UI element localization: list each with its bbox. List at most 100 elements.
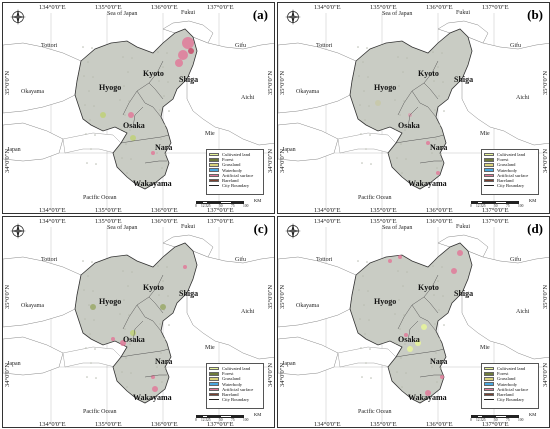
scale-tick-label: 50	[494, 204, 498, 208]
place-label-sea-of-japan: Sea of Japan	[382, 11, 413, 17]
prefecture-label-shiga: Shiga	[179, 289, 199, 298]
legend-item: City Boundary	[484, 397, 536, 402]
scale-tick-label: 12.5	[476, 204, 483, 208]
legend-label: Cultivated land	[222, 366, 251, 372]
place-label-fukui: Fukui	[456, 224, 471, 230]
place-label-japan: Japan	[7, 361, 21, 367]
legend-item: Bareland	[484, 392, 536, 397]
legend-label: Bareland	[497, 392, 514, 398]
map-legend: Cultivated land Forest Grassland Waterbody A…	[481, 149, 539, 195]
legend-swatch	[484, 377, 494, 381]
longitude-label: 134°0'0"E	[314, 218, 341, 225]
scale-tick-label: 12.5	[201, 204, 208, 208]
prefecture-label-shiga: Shiga	[454, 75, 474, 84]
legend-swatch	[484, 173, 494, 178]
map-panel-a: 134°0'0"E 134°0'0"E 135°0'0"E 135°0'0"E 136°…	[2, 2, 275, 214]
map-legend: Cultivated land Forest Grassland Waterbody A…	[206, 363, 264, 409]
north-arrow-icon	[10, 223, 26, 239]
place-label-okayama: Okayama	[296, 89, 319, 95]
panel-label: (b)	[527, 7, 543, 22]
prefecture-label-nara: Nara	[155, 357, 173, 366]
longitude-label: 134°0'0"E	[314, 421, 341, 428]
legend-swatch	[209, 382, 219, 386]
place-label-mie: Mie	[205, 131, 215, 137]
place-label-aichi: Aichi	[241, 95, 255, 101]
north-arrow-icon	[285, 9, 301, 25]
legend-swatch	[209, 152, 219, 157]
place-label-aichi: Aichi	[516, 309, 530, 315]
legend-swatch	[484, 399, 494, 401]
panel-label: (a)	[252, 7, 268, 22]
map-legend: Cultivated land Forest Grassland Waterbody A…	[206, 149, 264, 195]
scale-tick-label: 75	[506, 418, 510, 422]
legend-swatch	[209, 387, 219, 392]
scale-tick-label: 75	[506, 204, 510, 208]
place-label-mie: Mie	[205, 345, 215, 351]
place-label-fukui: Fukui	[181, 224, 196, 230]
longitude-label: 137°0'0"E	[482, 421, 509, 428]
prefecture-label-osaka: Osaka	[398, 335, 420, 344]
legend-label: Grassland	[222, 376, 241, 382]
legend-item: Cultivated land	[484, 366, 536, 371]
legend-item: Forest	[484, 371, 536, 376]
legend-item: Artificial surface	[484, 387, 536, 392]
legend-label: Bareland	[222, 178, 239, 184]
longitude-label: 134°0'0"E	[39, 4, 66, 11]
place-label-pacific-ocean: Pacific Ocean	[358, 409, 392, 415]
scale-unit-label: KM	[254, 412, 262, 417]
place-label-tottori: Tottori	[41, 257, 58, 263]
prefecture-label-wakayama: Wakayama	[133, 393, 172, 402]
prefecture-label-osaka: Osaka	[123, 121, 145, 130]
legend-swatch	[209, 377, 219, 381]
legend-swatch	[484, 185, 494, 187]
legend-label: City Boundary	[222, 397, 250, 403]
latitude-label: 34°0'0"N	[542, 148, 549, 173]
scale-tick-label: 25	[207, 418, 211, 422]
latitude-label: 34°0'0"N	[267, 362, 274, 387]
legend-item: Waterbody	[484, 382, 536, 387]
place-label-japan: Japan	[282, 147, 296, 153]
prefecture-label-osaka: Osaka	[398, 121, 420, 130]
legend-item: Waterbody	[484, 168, 536, 173]
map-panel-c: 134°0'0"E 134°0'0"E 135°0'0"E 135°0'0"E 136°…	[2, 216, 275, 428]
legend-label: Waterbody	[497, 381, 518, 387]
legend-item: Grassland	[484, 376, 536, 381]
place-label-gifu: Gifu	[235, 43, 246, 49]
prefecture-label-hyogo: Hyogo	[374, 83, 397, 92]
prefecture-label-hyogo: Hyogo	[99, 297, 122, 306]
north-arrow-icon	[285, 223, 301, 239]
scale-unit-label: KM	[529, 412, 537, 417]
longitude-label: 134°0'0"E	[39, 207, 66, 214]
scale-bar: 0 12.5 25 50 75 100 KM	[195, 198, 272, 211]
scale-tick-label: 0	[470, 418, 472, 422]
longitude-label: 135°0'0"E	[370, 218, 397, 225]
legend-item: Bareland	[484, 178, 536, 183]
longitude-label: 137°0'0"E	[207, 421, 234, 428]
longitude-label: 137°0'0"E	[207, 207, 234, 214]
legend-label: Grassland	[497, 162, 516, 168]
legend-label: Forest	[222, 371, 234, 377]
latitude-label: 35°0'0"N	[542, 70, 549, 95]
map-panel-b: 134°0'0"E 134°0'0"E 135°0'0"E 135°0'0"E 136°…	[277, 2, 550, 214]
prefecture-label-kyoto: Kyoto	[143, 69, 164, 78]
legend-item: Forest	[209, 157, 261, 162]
legend-label: Forest	[222, 157, 234, 163]
legend-label: Forest	[497, 157, 509, 163]
longitude-label: 135°0'0"E	[370, 4, 397, 11]
legend-item: Grassland	[484, 162, 536, 167]
scale-bar: 0 12.5 25 50 75 100 KM	[470, 198, 547, 211]
legend-item: City Boundary	[484, 183, 536, 188]
legend-label: Artificial surface	[222, 172, 254, 178]
legend-label: City Boundary	[222, 183, 250, 189]
legend-label: Bareland	[497, 178, 514, 184]
longitude-label: 134°0'0"E	[39, 421, 66, 428]
legend-item: Artificial surface	[209, 387, 261, 392]
legend-swatch	[209, 399, 219, 401]
place-label-tottori: Tottori	[316, 43, 333, 49]
legend-item: City Boundary	[209, 397, 261, 402]
longitude-label: 136°0'0"E	[151, 218, 178, 225]
legend-swatch	[484, 387, 494, 392]
north-arrow-icon	[10, 9, 26, 25]
scale-tick-label: 25	[482, 418, 486, 422]
legend-item: City Boundary	[209, 183, 261, 188]
